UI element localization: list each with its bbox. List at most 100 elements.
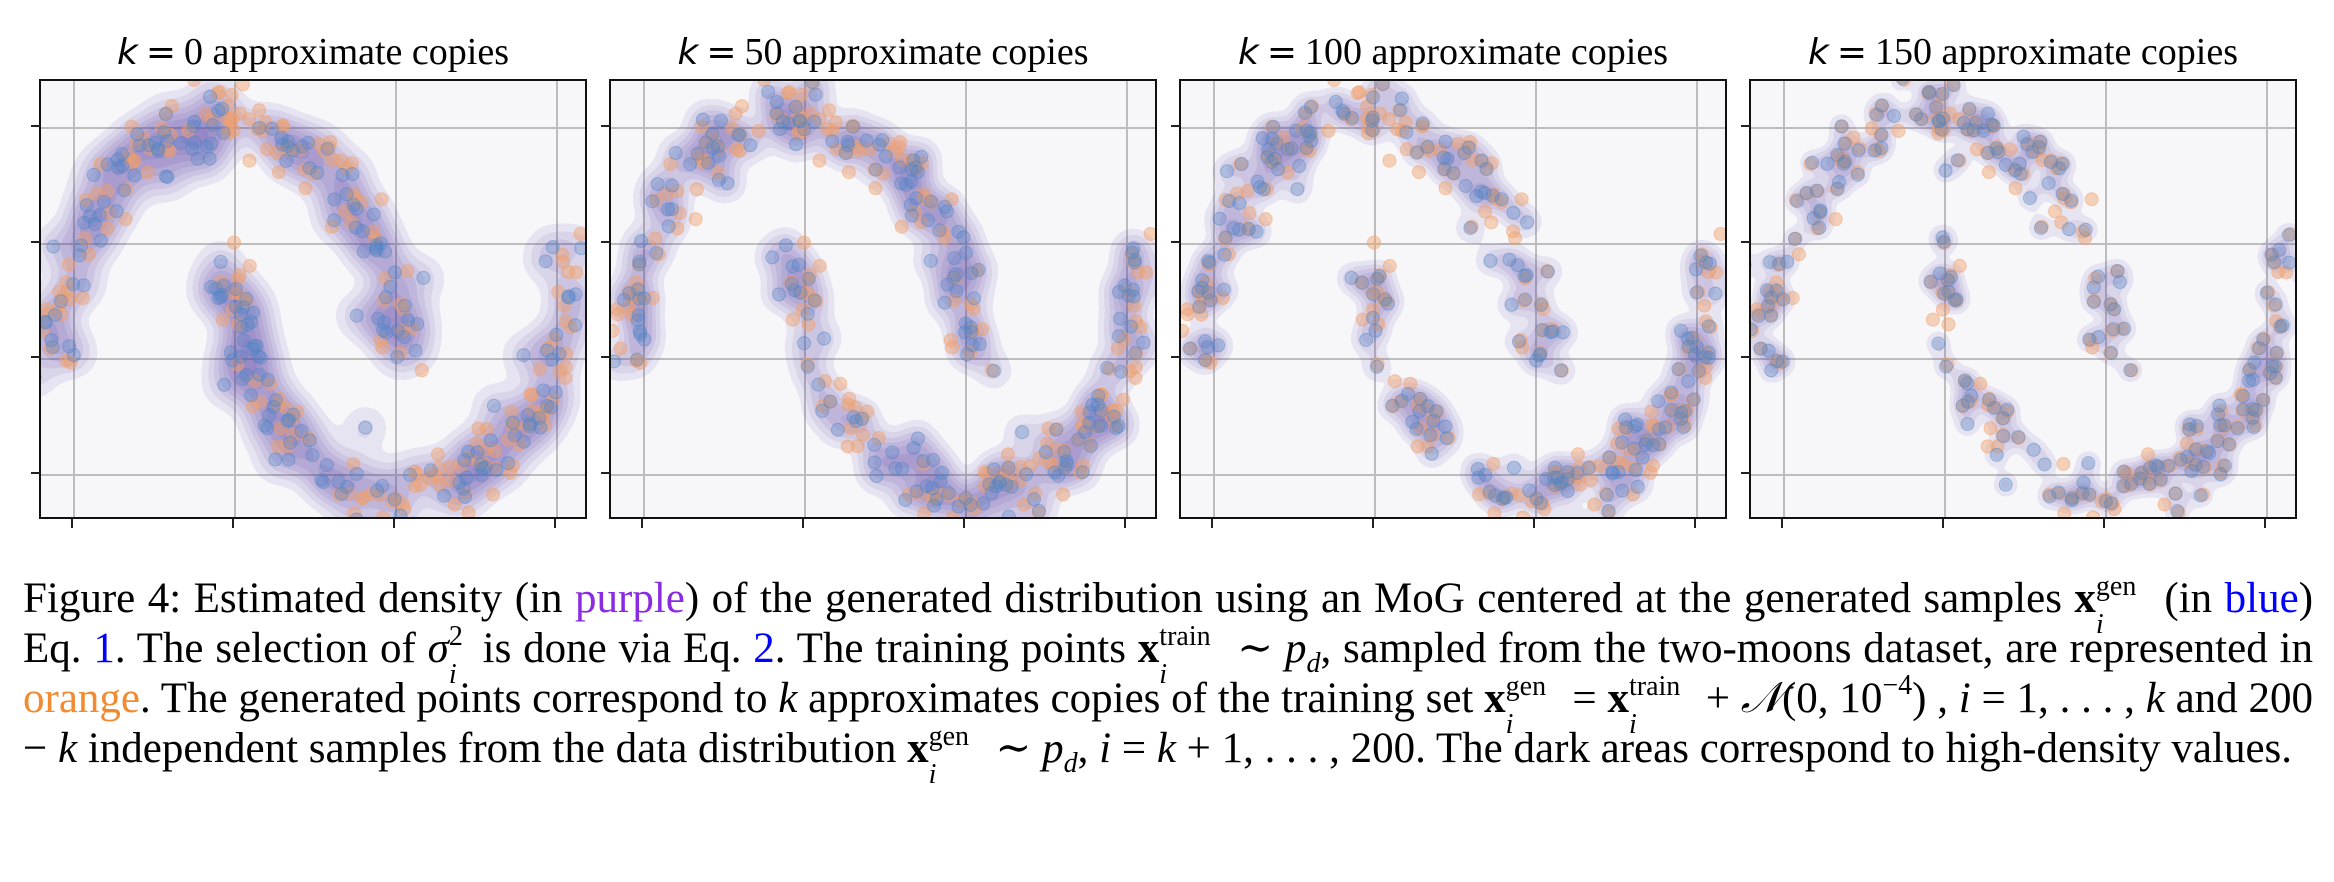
training-point bbox=[1536, 301, 1551, 316]
generated-point bbox=[2112, 274, 2127, 289]
training-point bbox=[125, 155, 140, 170]
generated-point bbox=[47, 308, 62, 323]
generated-point bbox=[2230, 421, 2245, 436]
generated-point bbox=[350, 512, 364, 517]
training-point bbox=[102, 206, 117, 221]
generated-point bbox=[1299, 123, 1314, 138]
training-point bbox=[2197, 460, 2212, 475]
generated-point bbox=[846, 119, 861, 134]
generated-point bbox=[1605, 465, 1620, 480]
generated-point bbox=[1127, 252, 1142, 267]
generated-point bbox=[632, 291, 647, 306]
generated-point bbox=[233, 307, 248, 322]
training-point bbox=[286, 427, 301, 442]
title-suffix: approximate copies bbox=[1371, 31, 1669, 73]
generated-point bbox=[1630, 417, 1645, 432]
training-point bbox=[230, 357, 245, 372]
generated-point bbox=[909, 191, 924, 206]
generated-point bbox=[416, 270, 431, 285]
sup-gen: gen bbox=[928, 721, 970, 752]
training-point bbox=[946, 510, 961, 517]
training-point bbox=[346, 186, 361, 201]
training-point bbox=[1233, 157, 1248, 172]
generated-point bbox=[2107, 302, 2122, 317]
generated-point bbox=[1182, 341, 1197, 356]
generated-point bbox=[109, 204, 124, 219]
training-point bbox=[1215, 291, 1230, 306]
training-point bbox=[1663, 387, 1678, 402]
generated-point bbox=[1266, 119, 1281, 134]
generated-point bbox=[280, 139, 295, 154]
generated-point bbox=[339, 187, 354, 202]
generated-point bbox=[239, 291, 254, 306]
training-point bbox=[384, 494, 399, 509]
caption-text: . The training points bbox=[774, 625, 1138, 672]
generated-point bbox=[1986, 400, 2001, 415]
training-point bbox=[794, 87, 809, 102]
x-tick bbox=[71, 519, 73, 528]
training-point bbox=[1032, 450, 1047, 465]
generated-point bbox=[1446, 166, 1461, 181]
training-point bbox=[271, 397, 286, 412]
generated-point bbox=[797, 336, 812, 351]
generated-point bbox=[211, 291, 226, 306]
training-point bbox=[867, 162, 882, 177]
generated-point bbox=[2248, 402, 2263, 417]
training-point bbox=[232, 268, 247, 283]
generated-point bbox=[1687, 348, 1702, 363]
eq1-link[interactable]: 1 bbox=[93, 625, 115, 672]
training-point bbox=[1850, 165, 1865, 180]
training-point bbox=[1547, 464, 1562, 479]
generated-point bbox=[805, 81, 820, 89]
training-point bbox=[1533, 345, 1548, 360]
generated-point bbox=[789, 137, 804, 152]
generated-point bbox=[1989, 447, 2004, 462]
generated-point bbox=[1355, 275, 1370, 290]
generated-point bbox=[213, 290, 228, 305]
training-point bbox=[2187, 457, 2202, 472]
generated-point bbox=[522, 419, 537, 434]
training-point bbox=[1023, 458, 1038, 473]
generated-point bbox=[1671, 362, 1686, 377]
training-point bbox=[1360, 99, 1375, 114]
generated-point bbox=[2082, 332, 2097, 347]
eq2-link[interactable]: 2 bbox=[753, 625, 775, 672]
sub-i: i bbox=[928, 759, 937, 790]
generated-point bbox=[2263, 366, 2278, 381]
training-point bbox=[894, 219, 909, 234]
training-point bbox=[1393, 394, 1408, 409]
training-point bbox=[845, 119, 860, 134]
generated-point bbox=[698, 135, 713, 150]
training-point bbox=[1644, 418, 1659, 433]
generated-point bbox=[2268, 359, 2283, 374]
generated-point bbox=[808, 87, 823, 102]
generated-point bbox=[423, 463, 438, 478]
generated-point bbox=[1195, 273, 1210, 288]
training-point bbox=[868, 181, 883, 196]
training-point bbox=[2042, 487, 2057, 502]
training-point bbox=[914, 215, 929, 230]
training-point bbox=[796, 235, 811, 250]
training-point bbox=[1265, 155, 1280, 170]
generated-point bbox=[331, 474, 346, 489]
generated-point bbox=[785, 259, 800, 274]
generated-point bbox=[213, 254, 228, 269]
caption-text: approximates copies of the training set bbox=[797, 675, 1485, 722]
generated-point bbox=[1946, 81, 1961, 93]
generated-point bbox=[793, 114, 808, 129]
training-point bbox=[938, 231, 953, 246]
sub-d: d bbox=[1306, 648, 1321, 679]
generated-point bbox=[247, 338, 262, 353]
training-point bbox=[917, 506, 932, 517]
plot-panel-k50 bbox=[609, 79, 1157, 519]
generated-point bbox=[1378, 292, 1393, 307]
training-point bbox=[2168, 486, 2183, 501]
training-point bbox=[944, 192, 959, 207]
generated-point bbox=[2013, 167, 2028, 182]
training-point bbox=[263, 376, 278, 391]
generated-point bbox=[1409, 145, 1424, 160]
generated-point bbox=[53, 294, 68, 309]
generated-point bbox=[775, 114, 790, 129]
generated-point bbox=[2267, 255, 2282, 270]
x-tick bbox=[1694, 519, 1696, 528]
